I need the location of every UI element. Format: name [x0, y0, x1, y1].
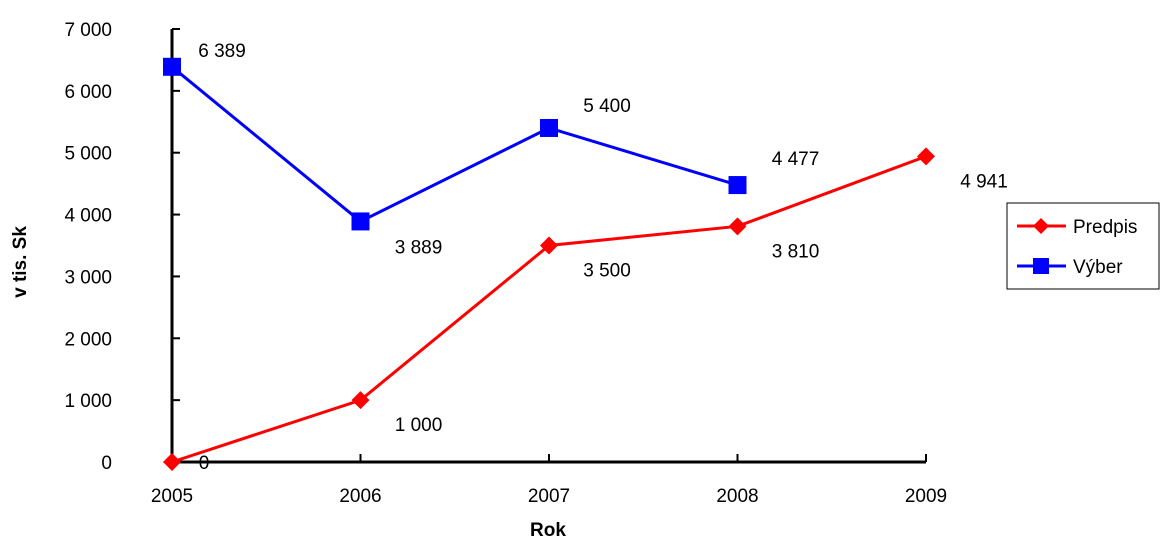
- data-point-vyber: [163, 57, 181, 76]
- data-label: 1 000: [395, 415, 443, 436]
- series-layer: [163, 57, 935, 471]
- data-label: 6 389: [198, 41, 246, 62]
- data-point-predpis: [728, 217, 747, 236]
- data-label: 4 941: [960, 171, 1008, 192]
- legend-marker-vyber: [1033, 258, 1049, 274]
- x-tick-label: 2007: [528, 486, 570, 507]
- data-label: 5 400: [583, 96, 631, 117]
- legend: Predpis Výber: [1006, 202, 1160, 290]
- data-label: 3 889: [395, 237, 443, 258]
- series-line-1: [171, 65, 738, 224]
- x-tick-label: 2005: [151, 486, 193, 507]
- y-tick-label: 2 000: [64, 329, 112, 350]
- x-tick-label: 2006: [339, 486, 381, 507]
- data-label: 4 477: [772, 149, 820, 170]
- data-point-predpis: [351, 391, 370, 410]
- data-label: 3 500: [583, 261, 631, 282]
- data-label: 0: [199, 453, 210, 474]
- data-point-vyber: [728, 176, 747, 195]
- legend-marker-predpis: [1033, 218, 1049, 234]
- y-tick-label: 7 000: [64, 20, 112, 41]
- y-tick-label: 6 000: [64, 82, 112, 103]
- data-point-vyber: [351, 212, 370, 231]
- data-point-predpis: [540, 236, 558, 255]
- data-point-predpis: [917, 147, 935, 166]
- legend-box: [1006, 202, 1160, 290]
- y-tick-label: 5 000: [64, 144, 112, 165]
- tick-labels: 0 1 000 2 000 3 000 4 000 5 000 6 000 7 000 2005…: [64, 20, 947, 507]
- y-tick-label: 1 000: [64, 391, 112, 412]
- y-tick-label: 4 000: [64, 206, 112, 227]
- legend-label-vyber: Výber: [1073, 257, 1123, 278]
- series-line-0: [171, 154, 927, 464]
- legend-label-predpis: Predpis: [1073, 217, 1137, 238]
- axes: [170, 28, 927, 464]
- data-labels: 0 1 000 3 500 3 810 4 941 6 389 3 889 5 400 4 47…: [198, 41, 1008, 474]
- data-point-predpis: [163, 453, 181, 471]
- y-axis-title: v tis. Sk: [10, 226, 31, 298]
- data-point-vyber: [540, 118, 558, 137]
- y-tick-label: 3 000: [64, 267, 112, 288]
- x-axis-title: Rok: [530, 520, 566, 541]
- data-label: 3 810: [772, 241, 820, 262]
- x-tick-label: 2008: [716, 486, 758, 507]
- y-tick-label: 0: [101, 453, 112, 474]
- x-tick-label: 2009: [905, 486, 947, 507]
